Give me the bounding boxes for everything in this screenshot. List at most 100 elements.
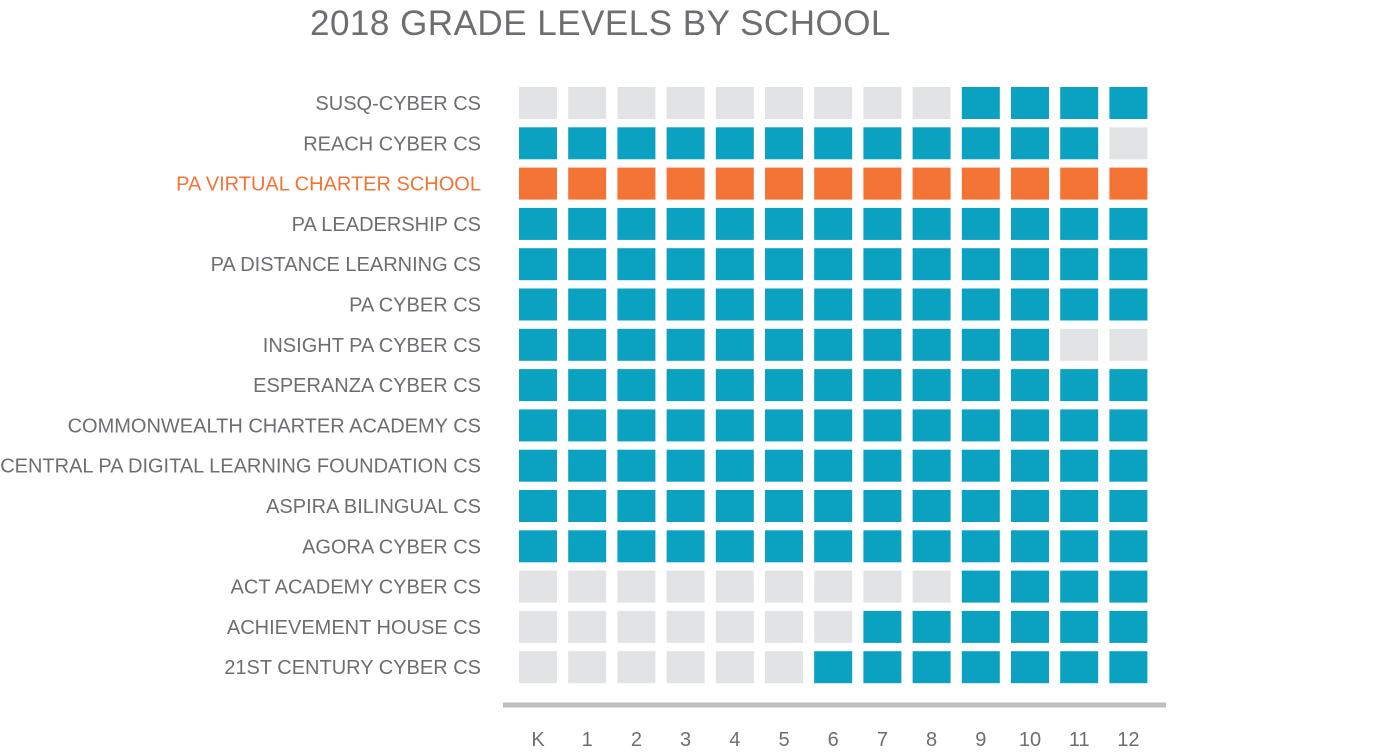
- grade-cell-served: [666, 530, 705, 563]
- grade-cell-served: [814, 288, 853, 321]
- grade-cell-served: [568, 449, 607, 482]
- grade-cell-served: [912, 127, 951, 160]
- grade-cell-served: [912, 167, 951, 200]
- school-label: ACHIEVEMENT HOUSE CS: [227, 617, 481, 639]
- grade-cell-served: [1060, 530, 1099, 563]
- grade-cell-served: [715, 167, 754, 200]
- grade-cell-served: [617, 248, 656, 281]
- grade-cell-served: [666, 328, 705, 361]
- grade-cell-served: [863, 167, 902, 200]
- grade-cell-served: [912, 409, 951, 442]
- grade-cell-not-served: [519, 651, 557, 684]
- grade-cell-served: [961, 651, 1000, 684]
- school-label: INSIGHT PA CYBER CS: [263, 335, 481, 357]
- grade-tick-label: 9: [975, 729, 986, 751]
- grade-cell-not-served: [765, 87, 803, 119]
- grade-cell-served: [519, 530, 557, 563]
- grade-cell-served: [519, 409, 557, 442]
- grade-cell-served: [715, 449, 754, 482]
- grade-cell-served: [715, 207, 754, 240]
- grade-cell-served: [863, 490, 902, 522]
- grade-cell-not-served: [814, 87, 853, 119]
- grade-cell-served: [568, 328, 607, 361]
- grade-cell-served: [814, 369, 853, 402]
- grade-cell-served: [1011, 207, 1049, 240]
- grade-cell-served: [961, 328, 1000, 361]
- grade-cell-served: [568, 248, 607, 281]
- grade-cell-served: [1060, 490, 1099, 522]
- grade-cell-not-served: [666, 610, 705, 643]
- grade-cell-not-served: [715, 610, 754, 643]
- grade-cell-served: [1060, 288, 1099, 321]
- grade-cell-served: [961, 369, 1000, 402]
- grade-cell-served: [765, 369, 803, 402]
- grade-cell-served: [863, 409, 902, 442]
- grade-tick-label: 8: [926, 729, 937, 751]
- grade-cell-served: [814, 490, 853, 522]
- grade-cell-not-served: [568, 570, 607, 603]
- grade-cell-served: [912, 530, 951, 563]
- grade-tick-label: 5: [778, 729, 789, 751]
- grade-cell-served: [961, 449, 1000, 482]
- grade-cell-served: [666, 167, 705, 200]
- grade-cell-served: [1060, 651, 1099, 684]
- grade-cell-served: [1060, 610, 1099, 643]
- grade-cell-not-served: [1109, 328, 1148, 361]
- grade-cell-served: [617, 409, 656, 442]
- school-label: COMMONWEALTH CHARTER ACADEMY CS: [68, 415, 481, 437]
- grade-cell-served: [961, 570, 1000, 603]
- grade-cell-served: [1109, 87, 1148, 119]
- grade-cell-served: [765, 328, 803, 361]
- grade-cell-served: [863, 288, 902, 321]
- grade-cell-served: [863, 207, 902, 240]
- grade-cell-served: [912, 449, 951, 482]
- grade-cell-served: [715, 369, 754, 402]
- grade-cell-served: [814, 207, 853, 240]
- grade-cell-served: [519, 127, 557, 160]
- grade-cell-served: [666, 449, 705, 482]
- grade-cell-served: [715, 288, 754, 321]
- grade-cell-served: [568, 288, 607, 321]
- grade-cell-served: [912, 610, 951, 643]
- grade-cell-served: [863, 610, 902, 643]
- grade-cell-served: [1109, 248, 1148, 281]
- grade-cell-served: [1109, 288, 1148, 321]
- grade-cell-served: [961, 207, 1000, 240]
- grade-cell-not-served: [568, 87, 607, 119]
- grade-cell-served: [568, 369, 607, 402]
- school-label: PA DISTANCE LEARNING CS: [211, 254, 481, 276]
- grade-cell-served: [666, 207, 705, 240]
- grade-cell-served: [1011, 328, 1049, 361]
- school-label: PA LEADERSHIP CS: [292, 214, 481, 236]
- grade-cell-served: [1011, 369, 1049, 402]
- grade-cell-served: [765, 207, 803, 240]
- grade-cell-served: [1060, 127, 1099, 160]
- grade-cell-served: [617, 490, 656, 522]
- grade-cell-not-served: [519, 87, 557, 119]
- grade-cell-not-served: [765, 651, 803, 684]
- grade-cell-served: [961, 167, 1000, 200]
- grade-cell-served: [617, 328, 656, 361]
- grade-cell-served: [666, 409, 705, 442]
- chart-title: 2018 GRADE LEVELS BY SCHOOL: [310, 4, 891, 43]
- grade-cell-served: [617, 530, 656, 563]
- grade-cell-served: [1011, 530, 1049, 563]
- grade-cell-served: [814, 409, 853, 442]
- grade-cell-served: [1109, 570, 1148, 603]
- grade-cell-served: [863, 530, 902, 563]
- grade-tick-label: 2: [631, 729, 642, 751]
- school-label: CENTRAL PA DIGITAL LEARNING FOUNDATION C…: [0, 456, 481, 478]
- grade-tick-label: K: [531, 729, 545, 751]
- grade-cell-served: [666, 490, 705, 522]
- grade-cell-served: [666, 369, 705, 402]
- grade-cell-not-served: [519, 570, 557, 603]
- grade-cell-not-served: [765, 610, 803, 643]
- grade-cell-served: [765, 167, 803, 200]
- grade-cell-served: [912, 369, 951, 402]
- grade-cell-not-served: [814, 570, 853, 603]
- grade-cell-not-served: [912, 87, 951, 119]
- grade-cell-served: [617, 288, 656, 321]
- grade-cell-served: [1011, 610, 1049, 643]
- grade-cell-served: [1011, 248, 1049, 281]
